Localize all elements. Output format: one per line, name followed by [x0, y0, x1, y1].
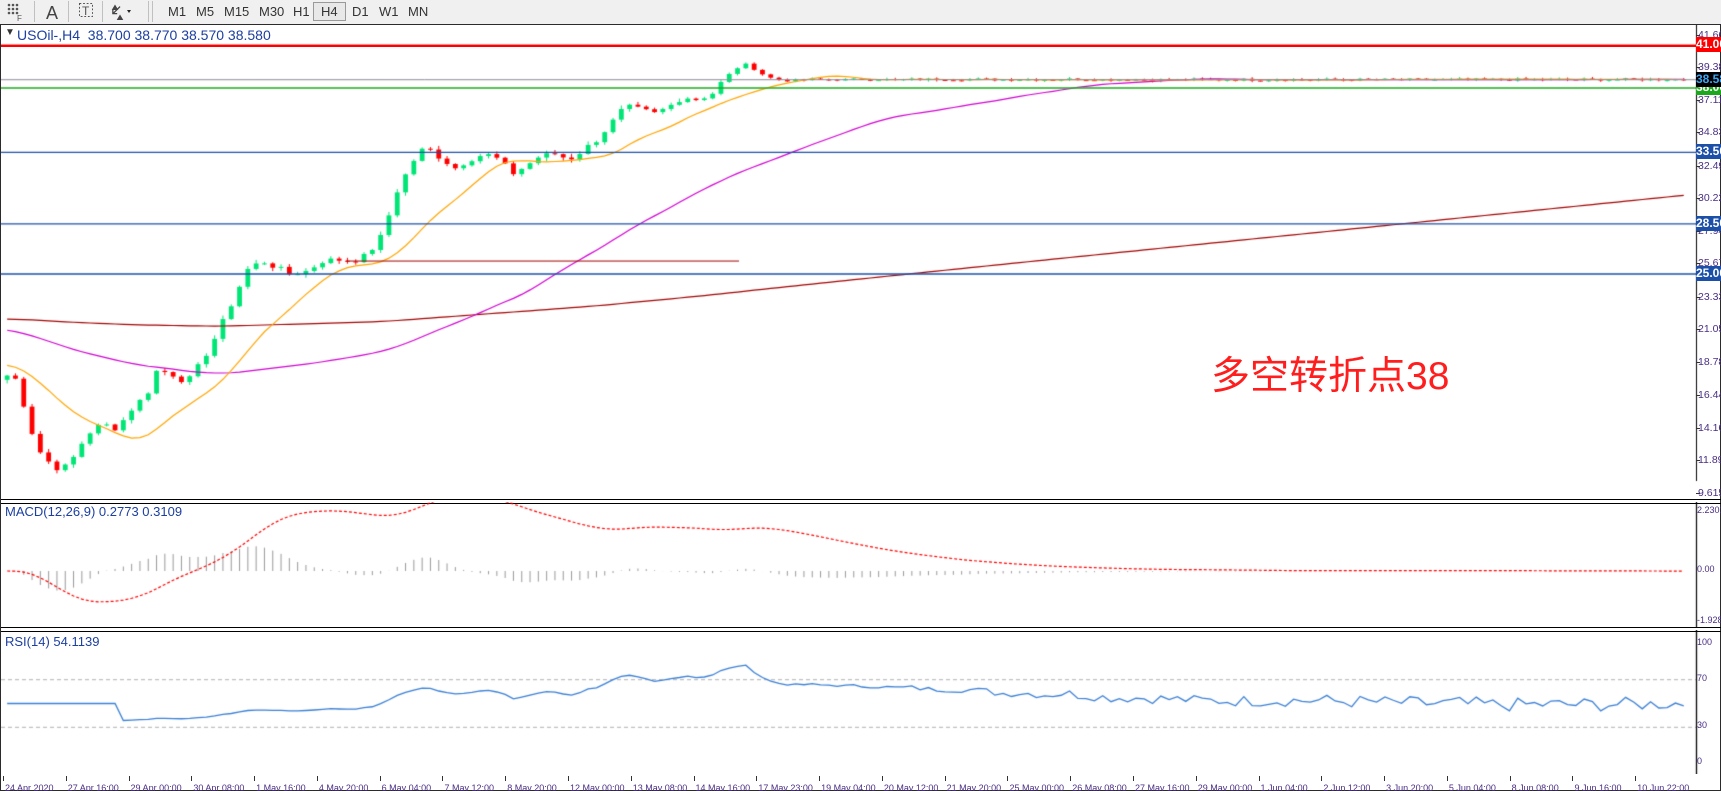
svg-text:T: T [82, 4, 90, 18]
svg-text:F: F [17, 14, 22, 22]
